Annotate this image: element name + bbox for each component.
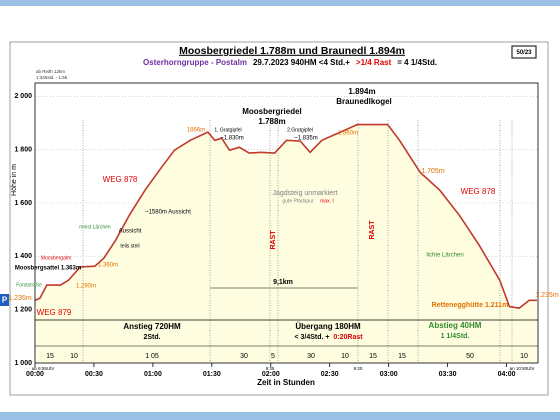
annotation: Übergang 180HM: [295, 322, 361, 331]
profile-line: [34, 123, 537, 309]
x-tick-label: 01:30: [203, 371, 221, 378]
annotation: 1.235m: [8, 295, 32, 302]
annotation: 1. Gratgipfel: [214, 127, 241, 133]
annotation: P: [2, 296, 8, 305]
x-axis-label: Zeit in Stunden: [257, 378, 315, 387]
annotation: Anstieg 720HM: [123, 322, 181, 331]
annotation: Moosbergsattel 1.363m: [15, 266, 81, 272]
annotation: RAST: [369, 220, 376, 240]
annotation: gute Pfadspur: [282, 198, 313, 204]
y-tick-label: 1 200: [14, 307, 32, 314]
annotation: an 10:50Uhr: [510, 366, 535, 371]
annotation: ab 6:55Uhr: [32, 366, 55, 371]
annotation: WEG 878: [103, 175, 138, 184]
chart-subtitle: Osterhorngruppe - Postalm 29.7.2023 940HM…: [143, 58, 437, 67]
subtitle-part: = 4 1/4Std.: [397, 58, 437, 67]
annotation: WEG 879: [37, 308, 72, 317]
annotation: 0:20Rast: [333, 334, 363, 341]
annotation: Rettenegghütte 1.211m: [432, 302, 509, 309]
profile-area: [35, 124, 538, 363]
y-axis-label: Höhe in m: [11, 164, 18, 196]
annotation: 2.Gratgipfel: [287, 127, 313, 133]
annotation: WEG 878: [461, 187, 496, 196]
annotation: 1.290m: [76, 284, 96, 290]
x-tick-label: 02:00: [262, 371, 280, 378]
plot-frame: [34, 82, 539, 364]
subtitle-part: 29.7.2023 940HM <4 Std.+: [253, 58, 350, 67]
annotation: Moosbergriedel: [242, 107, 302, 116]
annotation: 9:20: [354, 366, 363, 371]
x-tick-label: 01:00: [144, 371, 162, 378]
x-tick-label: 03:30: [439, 371, 457, 378]
badge: 50/23: [516, 50, 532, 56]
annotation: Forststraße: [16, 282, 42, 288]
x-tick-label: 00:00: [26, 371, 44, 378]
duration-label: 10: [341, 353, 349, 360]
subtitle-part: >1/4 Rast: [356, 58, 392, 67]
annotation: 2Std.: [143, 334, 160, 341]
annotation: Braunedlkogel: [336, 97, 392, 106]
duration-label: 1 05: [145, 353, 159, 360]
chart-title: Moosbergriedel 1.788m und Braunedl 1.894…: [179, 45, 405, 57]
annotation: Jagdsteig unmarkiert: [273, 190, 338, 197]
y-tick-label: 1 000: [14, 360, 32, 367]
annotation: 1866m: [187, 128, 205, 134]
y-tick-label: 1 400: [14, 253, 32, 260]
bottom-band: [0, 412, 560, 420]
annotation: lichte Lärchen: [426, 253, 463, 259]
annotation: ~1580m Aussicht: [145, 210, 191, 216]
annotation: ~1.830m: [220, 136, 244, 142]
annotation: 1 1/4Std.: [441, 333, 470, 340]
duration-label: 10: [520, 353, 528, 360]
annotation: 1.860m: [338, 131, 358, 137]
annotation: 9,1km: [273, 279, 293, 286]
duration-label: 15: [398, 353, 406, 360]
note: 1:345std. - 1:55: [36, 75, 68, 80]
annotation: 1.894m: [348, 87, 375, 96]
badge-box: [511, 45, 537, 59]
note: ab Reith 12km: [36, 69, 65, 74]
annotation: teils steil: [120, 243, 139, 249]
duration-label: 10: [70, 353, 78, 360]
annotation: ~1.835m: [294, 136, 318, 142]
annotation: 1.788m: [258, 117, 285, 126]
parking-sign: [0, 294, 9, 306]
subtitle-part: Osterhorngruppe - Postalm: [143, 58, 247, 67]
x-tick-label: 04:00: [498, 371, 516, 378]
x-tick-label: 00:30: [85, 371, 103, 378]
duration-label: 5: [271, 353, 275, 360]
annotation: Aussicht: [119, 229, 142, 235]
x-tick-label: 02:30: [321, 371, 339, 378]
duration-label: 30: [240, 353, 248, 360]
annotation: 9:35: [266, 366, 275, 371]
duration-label: 15: [369, 353, 377, 360]
duration-label: 15: [46, 353, 54, 360]
y-tick-label: 1 600: [14, 200, 32, 207]
x-tick-label: 03:00: [380, 371, 398, 378]
annotation: 1.235m: [535, 292, 559, 299]
y-tick-label: 1 800: [14, 147, 32, 154]
y-tick-label: 2 000: [14, 93, 32, 100]
annotation: RAST: [270, 230, 277, 250]
annotation: 1.360m: [98, 263, 118, 269]
annotation: Abstieg 40HM: [429, 321, 482, 330]
annotation: Moosbergalm: [41, 255, 71, 261]
top-band: [0, 0, 560, 6]
annotation: meist Lärchen: [79, 224, 111, 230]
annotation: 1.705m: [421, 168, 445, 175]
duration-label: 30: [307, 353, 315, 360]
annotation: < 3/4Std. +: [294, 334, 329, 341]
duration-label: 50: [466, 353, 474, 360]
annotation: max. I: [320, 198, 334, 204]
